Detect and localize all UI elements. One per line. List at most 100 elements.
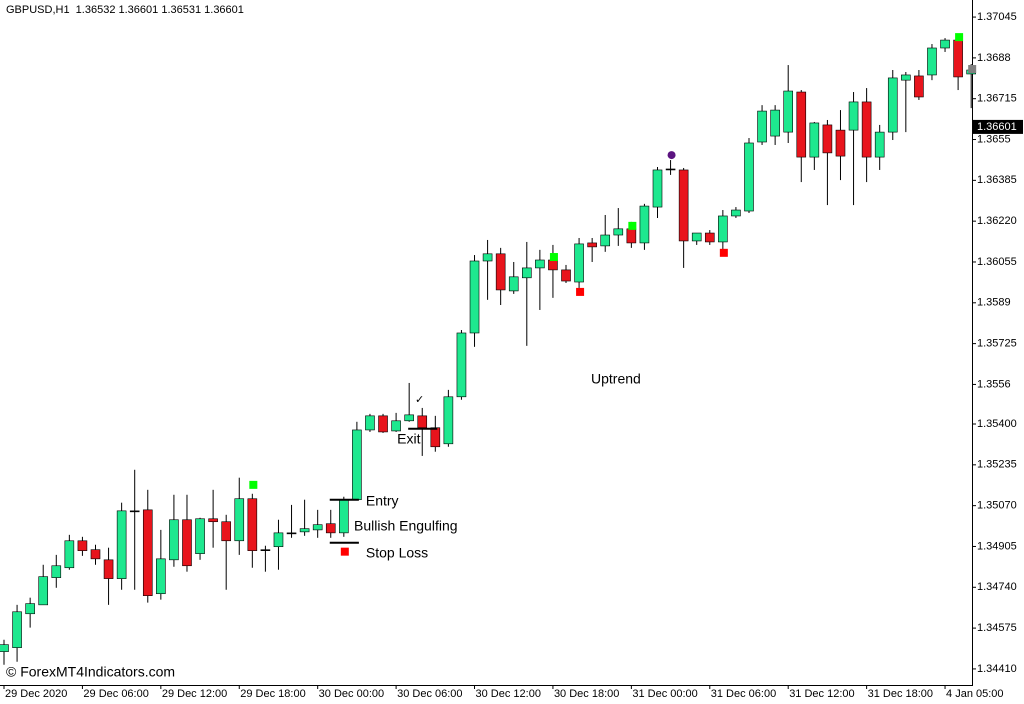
x-tick-label: 31 Dec 00:00 (632, 688, 697, 700)
x-tick-label: 31 Dec 06:00 (711, 688, 776, 700)
candle-body (783, 90, 794, 133)
current-price-box (973, 119, 1023, 134)
candle-body (25, 603, 35, 615)
x-tick-label: 30 Dec 06:00 (397, 688, 462, 700)
y-tick-label: 1.37045 (977, 11, 1017, 23)
y-tick-label: 1.3556 (977, 378, 1011, 390)
candle-body (600, 234, 611, 247)
candle-body (286, 532, 297, 535)
x-tick-label: 29 Dec 06:00 (83, 688, 148, 700)
x-tick-label: 31 Dec 12:00 (789, 688, 854, 700)
candle-body (691, 232, 702, 242)
candle-body (652, 169, 663, 208)
candle-body (482, 253, 493, 262)
candle-body (260, 549, 271, 551)
candle-body (430, 427, 441, 448)
candle-body (927, 47, 937, 76)
candle-body (887, 77, 898, 133)
candle-body (953, 39, 963, 78)
y-tick-label: 1.35235 (977, 459, 1017, 471)
candle-body (339, 499, 349, 534)
candle-body (861, 101, 872, 158)
y-tick-label: 1.36715 (977, 93, 1017, 105)
y-tick-label: 1.34410 (977, 663, 1017, 675)
candle-body (548, 259, 558, 271)
candle-body (90, 549, 101, 560)
candle-body (64, 540, 75, 569)
signal-marker (968, 65, 977, 74)
candle-body (417, 415, 428, 429)
candle-body (508, 276, 519, 292)
candle-body (221, 521, 231, 542)
candle-body (195, 518, 205, 554)
candle-body (77, 540, 88, 551)
level-label: Entry (366, 492, 399, 508)
y-tick-label: 1.35070 (977, 500, 1017, 512)
candle-body (495, 253, 506, 291)
candle-body (352, 429, 362, 501)
candle-body (391, 420, 401, 432)
y-tick-label: 1.3688 (977, 52, 1011, 64)
candle-body (38, 576, 49, 606)
annotation: Uptrend (591, 371, 641, 387)
watermark: © ForexMT4Indicators.com (6, 664, 175, 680)
check-icon: ✓ (415, 394, 424, 406)
candle-body (378, 415, 388, 433)
candle-body (639, 205, 650, 244)
candle-body (0, 644, 9, 652)
candle-body (940, 39, 950, 49)
candle-body (665, 168, 676, 171)
x-tick-label: 29 Dec 18:00 (240, 688, 305, 700)
x-tick-label: 31 Dec 18:00 (868, 688, 933, 700)
level-label: Stop Loss (366, 544, 428, 560)
candle-body (914, 75, 924, 98)
candle-body (208, 518, 218, 523)
x-tick-label: 30 Dec 00:00 (319, 688, 384, 700)
candle-body (521, 267, 532, 279)
signal-marker (628, 221, 637, 230)
candle-body (809, 122, 820, 158)
candle-body (835, 129, 846, 157)
candle-body (247, 498, 258, 551)
candle-body (182, 519, 192, 567)
candle-body (325, 523, 336, 534)
x-tick-label: 29 Dec 2020 (5, 688, 67, 700)
signal-marker (249, 480, 258, 489)
y-tick-label: 1.34905 (977, 540, 1017, 552)
x-tick-label: 4 Jan 05:00 (946, 688, 1004, 700)
candle-body (718, 215, 728, 243)
candle-body (404, 414, 414, 422)
candle-body (443, 396, 454, 445)
candle-body (770, 109, 780, 137)
candle-body (744, 142, 754, 212)
candle-body (116, 510, 127, 579)
x-tick-label: 30 Dec 18:00 (554, 688, 619, 700)
candle-body (169, 519, 179, 561)
signal-marker (719, 248, 728, 257)
x-tick-label: 30 Dec 12:00 (476, 688, 541, 700)
candle-body (456, 332, 467, 398)
y-tick-label: 1.3589 (977, 297, 1011, 309)
signal-marker (667, 151, 676, 160)
candle-body (312, 524, 323, 531)
candle-body (574, 243, 584, 283)
y-tick-label: 1.35725 (977, 338, 1017, 350)
candle-body (535, 259, 545, 269)
candle-body (156, 558, 166, 595)
candle-body (678, 169, 689, 242)
candle-body (587, 242, 597, 248)
candle-body (613, 228, 624, 236)
candle-body (365, 415, 375, 431)
chart-title: GBPUSD,H1 1.36532 1.36601 1.36531 1.3660… (6, 4, 244, 16)
candle-body (848, 101, 859, 131)
level-label: Exit (397, 430, 420, 446)
y-tick-label: 1.35400 (977, 418, 1017, 430)
signal-marker (340, 547, 349, 556)
x-tick-label: 29 Dec 12:00 (162, 688, 227, 700)
y-tick-label: 1.36385 (977, 174, 1017, 186)
candle-body (731, 209, 741, 217)
candle-body (561, 269, 571, 282)
current-price-label: 1.36601 (977, 121, 1017, 133)
y-tick-label: 1.36055 (977, 256, 1017, 268)
